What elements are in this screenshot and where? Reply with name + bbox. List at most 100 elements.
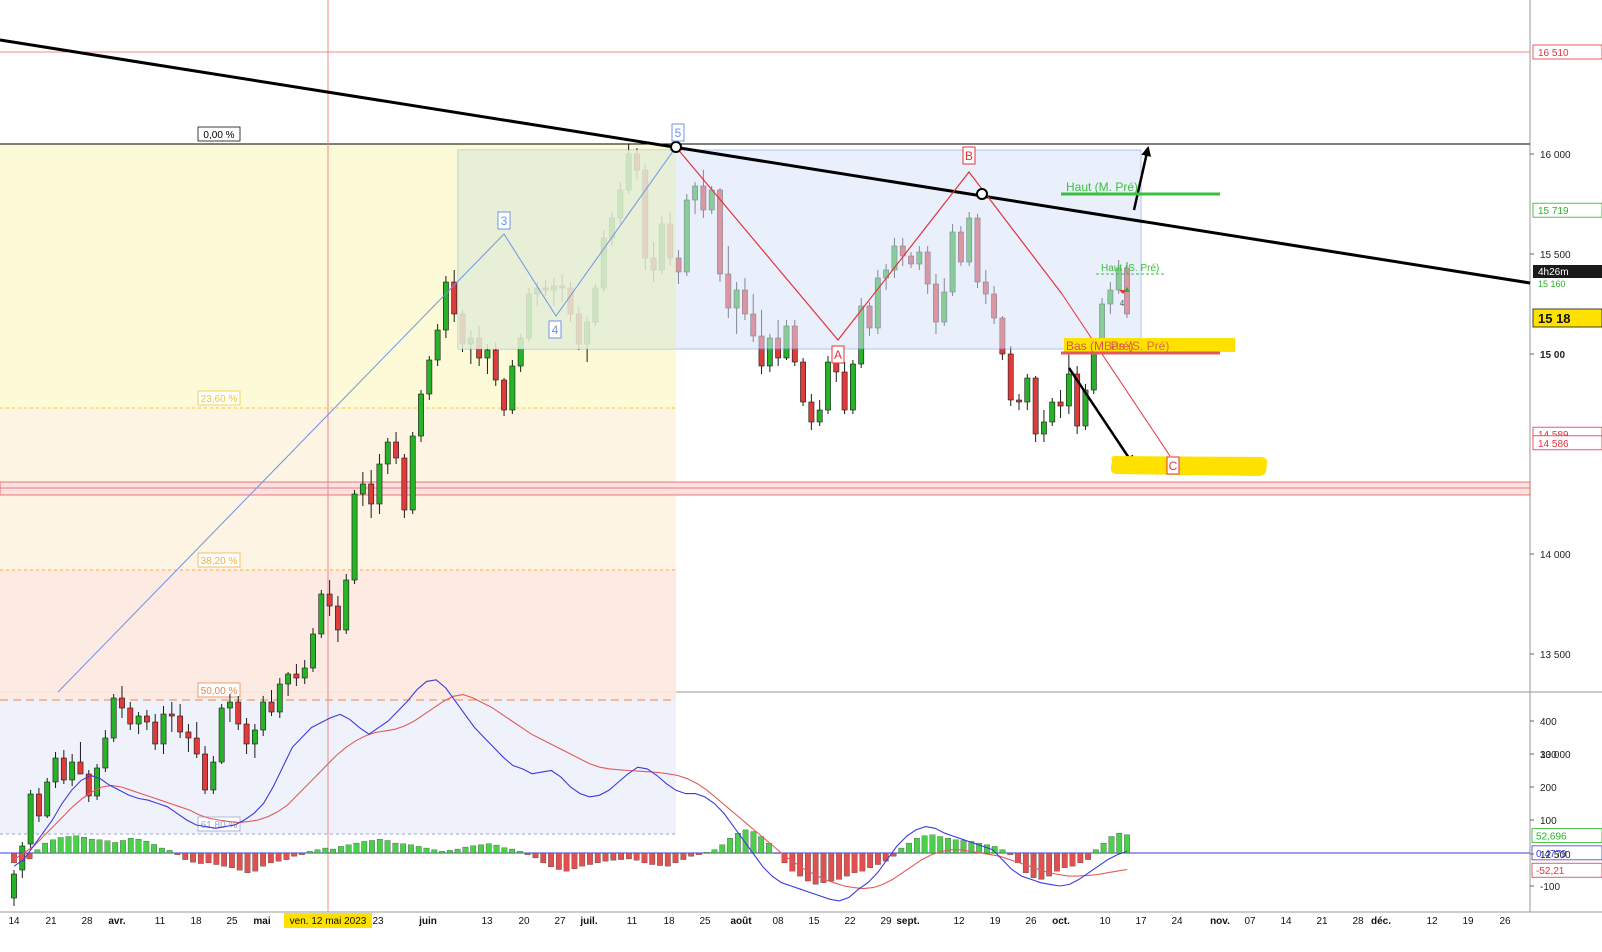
candle-body — [293, 673, 300, 679]
wave-5-label: 5 — [675, 126, 682, 140]
candle-body — [841, 371, 848, 411]
time-axis: 14 21 28 avr. 11 18 25 mai ven. 12 mai 2023 23 jui… — [8, 913, 1511, 928]
macd-histogram-bar — [719, 844, 726, 854]
macd-histogram-bar — [711, 849, 718, 854]
price-badge-box — [1532, 202, 1602, 218]
candle-body — [177, 715, 184, 733]
time-tick: 29 — [880, 916, 892, 927]
candle-body — [85, 773, 92, 797]
candle-body — [44, 781, 51, 817]
macd-histogram-bar — [291, 852, 298, 857]
macd-histogram-bar — [322, 847, 329, 854]
macd-histogram-bar — [913, 838, 920, 854]
time-tick: 26 — [1499, 916, 1511, 927]
macd-histogram-bar — [820, 852, 827, 883]
macd-histogram-bar — [555, 852, 562, 870]
price-badge: 14 586 — [1538, 439, 1569, 450]
candle-body — [443, 281, 449, 331]
annotation-monthly-high: Haut (M. Pré) — [1066, 180, 1138, 194]
macd-histogram-bar — [135, 838, 142, 854]
time-tick: 21 — [1316, 916, 1328, 927]
candle-body — [451, 281, 458, 315]
wave-b-label: B — [965, 149, 973, 163]
macd-badge-box — [1531, 845, 1602, 861]
macd-histogram-bar — [618, 852, 624, 860]
macd-histogram-bar — [548, 852, 554, 868]
macd-histogram-bar — [96, 839, 103, 854]
macd-histogram-bar — [1022, 852, 1029, 873]
candle-body — [343, 579, 350, 631]
wave-3-label-box — [497, 211, 511, 230]
candle-body — [1065, 373, 1072, 407]
macd-histogram-bar — [112, 842, 119, 854]
time-tick: 12 — [953, 916, 965, 927]
macd-histogram-bar — [166, 850, 173, 854]
candle-body — [816, 409, 823, 423]
time-tick: 19 — [989, 916, 1001, 927]
macd-histogram-bar — [532, 852, 539, 859]
time-tick: ven. 12 mai 2023 — [290, 916, 367, 927]
candle-body — [484, 349, 491, 359]
candle-body — [492, 349, 499, 381]
fib-zone — [0, 700, 676, 834]
candle-body — [1016, 399, 1022, 403]
macd-histogram-bar — [174, 852, 181, 855]
breakout-arrow-up — [1132, 146, 1152, 211]
candle-body — [193, 737, 200, 755]
macd-histogram-bar — [1069, 852, 1076, 867]
candle-body — [235, 701, 242, 725]
annotation-weekly-high: Haut (S. Pré) — [1101, 263, 1159, 274]
candle-body — [135, 715, 142, 725]
macd-histogram-bar — [875, 852, 881, 865]
macd-histogram-bar — [688, 852, 695, 857]
candle-body — [426, 359, 433, 395]
macd-histogram-bar — [867, 852, 874, 869]
macd-histogram-bar — [571, 852, 578, 869]
fib-level-label: 61,80 % — [201, 820, 238, 831]
macd-signal-line — [13, 694, 1128, 890]
macd-histogram-bar — [540, 852, 547, 864]
candle-body — [418, 393, 424, 437]
candle-body — [227, 701, 233, 709]
macd-histogram-bar — [1061, 852, 1068, 869]
macd-histogram-bar — [229, 852, 235, 869]
candle-body — [218, 707, 225, 763]
countdown-box — [1533, 265, 1602, 278]
price-badge-box — [1532, 44, 1602, 60]
candle-body — [185, 731, 192, 739]
macd-histogram-bar — [81, 837, 87, 854]
macd-histogram-bar — [750, 831, 757, 854]
macd-histogram-bar — [205, 852, 212, 864]
macd-histogram-bar — [1054, 852, 1060, 872]
macd-histogram-bar — [579, 852, 586, 867]
macd-histogram-bar — [960, 840, 967, 854]
macd-histogram-bar — [493, 844, 500, 854]
macd-histogram-bar — [898, 847, 905, 854]
candle-body — [1007, 353, 1014, 401]
time-tick: 18 — [663, 916, 675, 927]
time-tick: 26 — [1025, 916, 1037, 927]
macd-histogram-bar — [501, 847, 508, 854]
candle-body — [202, 753, 208, 791]
price-tick: 16 000 — [1540, 150, 1571, 161]
macd-histogram-bar — [73, 835, 80, 854]
candle-body — [210, 761, 217, 791]
macd-histogram-bar — [952, 839, 959, 854]
correction-abc-lines — [675, 146, 1063, 341]
candle-body — [1057, 401, 1064, 407]
macd-histogram-bar — [353, 842, 360, 854]
time-tick: 28 — [81, 916, 93, 927]
wave-3-label: 3 — [501, 214, 508, 228]
candle-body — [850, 363, 856, 411]
macd-histogram-bar — [1124, 834, 1130, 854]
macd-histogram-bar — [127, 838, 134, 854]
time-tick: 14 — [8, 916, 20, 927]
price-tick: 13 000 — [1540, 750, 1571, 761]
fib-level-label: 50,00 % — [201, 686, 238, 697]
macd-histogram-bar — [314, 849, 321, 854]
candle-body — [268, 701, 275, 713]
candle-body — [800, 361, 806, 403]
drawing-labels: 3 4 5 A B C Haut (M. Pré) Haut (S. Pré) Bas (M. … — [497, 123, 1180, 475]
